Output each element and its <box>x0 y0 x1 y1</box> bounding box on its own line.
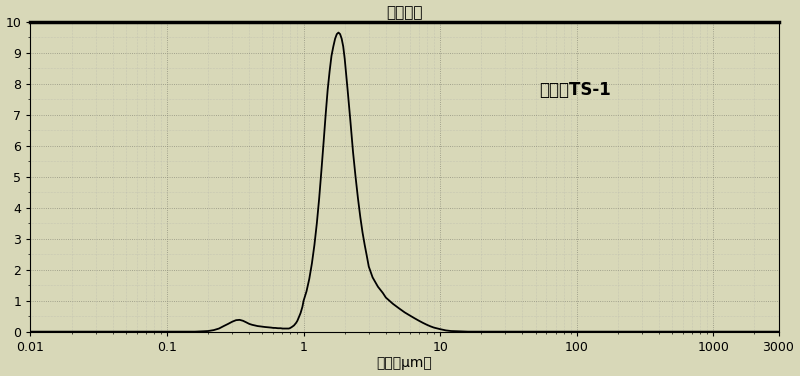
Text: 无机法TS-1: 无机法TS-1 <box>539 81 611 99</box>
Title: 粒度分布: 粒度分布 <box>386 6 422 21</box>
X-axis label: 粒度（μm）: 粒度（μm） <box>377 356 432 370</box>
